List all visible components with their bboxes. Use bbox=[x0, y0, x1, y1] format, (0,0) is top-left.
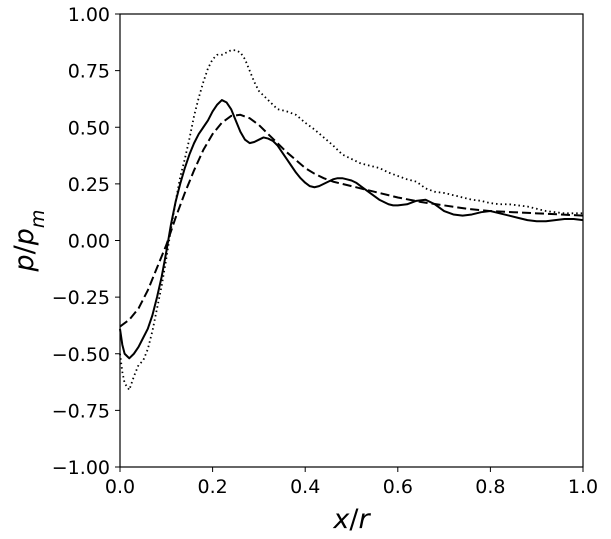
y-axis-title: p/pm bbox=[9, 210, 49, 273]
x-tick-label: 0.4 bbox=[290, 476, 320, 498]
x-tick-label: 1.0 bbox=[568, 476, 598, 498]
x-axis-title: x/r bbox=[332, 504, 371, 535]
x-tick-label: 0.0 bbox=[105, 476, 135, 498]
x-tick-label: 0.2 bbox=[197, 476, 227, 498]
y-tick-label: 1.00 bbox=[68, 4, 110, 26]
x-tick-label: 0.6 bbox=[383, 476, 413, 498]
y-tick-label: 0.00 bbox=[68, 231, 110, 253]
y-tick-label: −1.00 bbox=[52, 457, 110, 479]
y-tick-label: −0.75 bbox=[52, 400, 110, 422]
y-tick-label: −0.50 bbox=[52, 344, 110, 366]
series-line-solid bbox=[119, 99, 584, 360]
y-tick-label: 0.50 bbox=[68, 117, 110, 139]
x-tick-label: 0.8 bbox=[475, 476, 505, 498]
plot-frame bbox=[119, 13, 584, 468]
series-line-dotted bbox=[119, 49, 583, 391]
series-layer bbox=[119, 49, 584, 391]
ticks-layer: 0.0 0.2 0.4 0.6 0.8 1.0 −1.00 −0.75 −0.50 −0.25 0.… bbox=[52, 4, 598, 498]
y-tick-label: −0.25 bbox=[52, 287, 110, 309]
series-line-dashed bbox=[119, 113, 584, 328]
y-tick-label: 0.75 bbox=[68, 61, 110, 83]
y-tick-label: 0.25 bbox=[68, 174, 110, 196]
